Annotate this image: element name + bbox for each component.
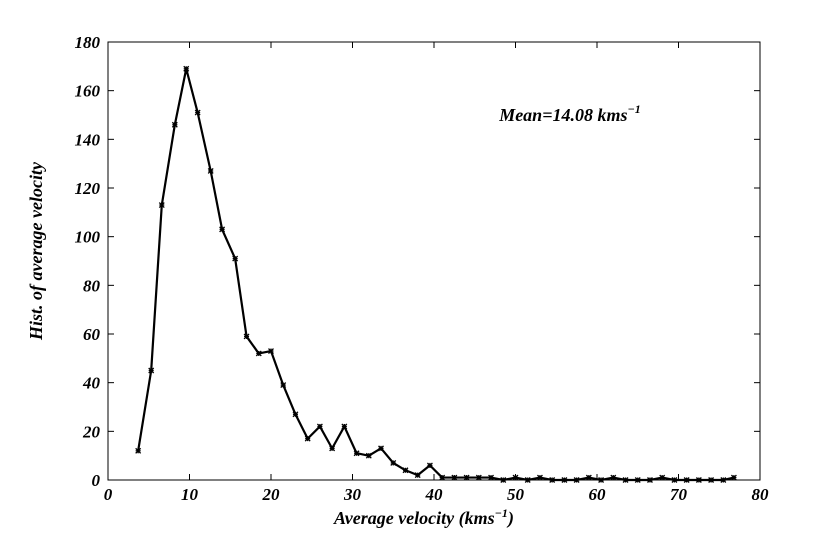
data-point-marker: [207, 168, 214, 174]
data-point-marker: [402, 467, 409, 474]
x-tick-label: 10: [181, 485, 199, 504]
data-point-marker: [536, 474, 543, 481]
x-tick-label: 30: [343, 485, 362, 504]
data-point-marker: [183, 65, 190, 72]
data-point-marker: [390, 460, 397, 466]
x-axis-title-tail: ): [506, 508, 514, 529]
data-point-marker: [488, 474, 495, 481]
data-point-marker: [475, 474, 482, 481]
data-point-marker: [365, 452, 372, 459]
y-tick-label: 20: [82, 422, 101, 441]
series-layer: [135, 65, 737, 483]
x-axis-title-sup: −1: [495, 506, 508, 520]
data-point-marker: [316, 423, 323, 430]
data-point-marker: [353, 450, 360, 457]
data-point-marker: [280, 382, 287, 389]
data-point-marker: [194, 109, 201, 116]
data-point-marker: [414, 472, 421, 479]
x-tick-label: 70: [670, 485, 688, 504]
x-axis-title: Average velocity (kms−1): [333, 506, 514, 529]
data-point-marker: [329, 445, 336, 452]
data-point-marker: [659, 474, 666, 481]
y-tick-label: 40: [82, 374, 101, 393]
data-point-marker: [219, 226, 226, 233]
series-line: [137, 67, 735, 482]
data-point-marker: [463, 474, 470, 481]
data-point-marker: [148, 367, 155, 374]
data-point-marker: [512, 474, 519, 481]
data-point-marker: [255, 350, 262, 357]
data-point-marker: [451, 474, 458, 481]
x-tick-label: 20: [262, 485, 281, 504]
data-point-marker: [585, 474, 592, 481]
y-tick-label: 120: [75, 179, 101, 198]
plot-frame: [107, 41, 761, 481]
data-point-marker: [292, 411, 299, 418]
y-tick-label: 80: [83, 276, 101, 295]
mean-annotation-main: Mean=14.08 kms: [498, 105, 627, 125]
x-tick-label: 80: [752, 485, 770, 504]
x-axis-title-main: Average velocity (kms: [333, 508, 495, 529]
y-tick-label: 100: [75, 228, 101, 247]
y-tick-label: 0: [92, 471, 101, 490]
data-point-marker: [730, 474, 737, 481]
data-point-marker: [439, 474, 446, 481]
x-tick-label: 50: [507, 485, 525, 504]
data-point-marker: [171, 121, 178, 128]
data-point-marker: [341, 423, 348, 430]
y-axis-title: Hist. of average velocity: [26, 161, 46, 341]
tick-labels-layer: 0 10 20 30 40 50 60 70 80 0 20 40 60 80 100 120 140 160 18…: [75, 33, 770, 504]
data-point-marker: [232, 255, 239, 262]
y-tick-label: 60: [83, 325, 101, 344]
data-point-marker: [426, 462, 433, 469]
data-point-marker: [158, 202, 165, 208]
data-point-marker: [268, 348, 274, 354]
mean-annotation: Mean=14.08 kms−1: [498, 102, 641, 125]
mean-annotation-sup: −1: [627, 102, 640, 116]
data-point-marker: [243, 333, 250, 340]
data-point-marker: [304, 435, 311, 442]
y-tick-label: 140: [75, 130, 101, 149]
data-point-marker: [378, 445, 384, 452]
data-point-marker: [135, 447, 142, 454]
data-point-marker: [610, 474, 617, 481]
ticks-layer: [107, 41, 761, 481]
y-tick-label: 180: [75, 33, 101, 52]
x-tick-label: 40: [425, 485, 444, 504]
y-tick-label: 160: [75, 82, 101, 101]
x-tick-label: 0: [104, 485, 113, 504]
x-tick-label: 60: [589, 485, 607, 504]
